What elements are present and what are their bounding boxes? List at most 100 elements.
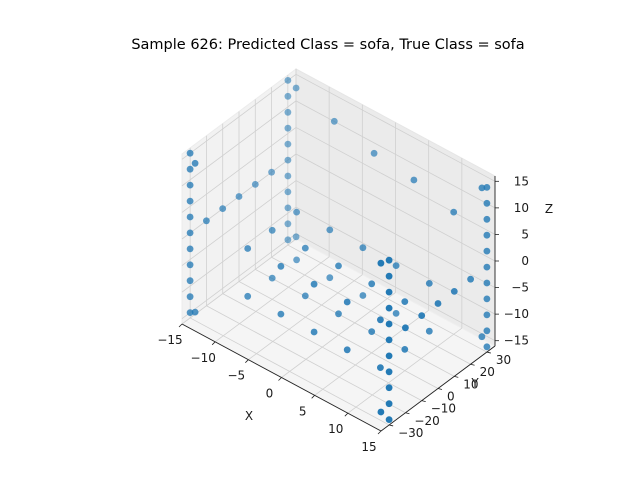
data-points — [186, 77, 491, 423]
data-point — [310, 280, 318, 288]
data-point — [293, 208, 300, 216]
data-point — [483, 279, 491, 287]
data-point — [425, 280, 433, 287]
data-point — [467, 275, 474, 283]
y-tick-mark — [486, 351, 491, 354]
x-tick-label: −5 — [227, 369, 245, 383]
data-point — [277, 262, 285, 270]
data-point — [330, 117, 338, 125]
data-point — [385, 256, 393, 264]
data-point — [450, 288, 458, 295]
data-point — [186, 213, 194, 221]
data-point — [191, 308, 199, 316]
data-point — [186, 149, 194, 157]
data-point — [335, 310, 342, 318]
data-point — [402, 324, 409, 332]
data-point — [434, 300, 442, 307]
data-point — [385, 352, 393, 360]
x-tick-mark — [344, 412, 349, 417]
data-point — [186, 261, 194, 269]
data-point — [385, 272, 393, 280]
data-point — [392, 310, 400, 317]
data-point — [425, 327, 433, 335]
data-point — [326, 274, 334, 282]
y-tick-label: 20 — [480, 365, 495, 379]
data-point — [301, 244, 309, 252]
y-tick-mark — [405, 412, 410, 415]
z-tick-label: 0 — [521, 254, 529, 268]
data-point — [284, 220, 292, 228]
data-point — [186, 229, 194, 237]
x-tick-mark — [377, 430, 382, 435]
grid-line-y — [222, 293, 422, 401]
data-point — [377, 408, 385, 416]
data-point — [385, 320, 393, 328]
grid-line-z — [181, 100, 297, 187]
data-point — [284, 188, 292, 196]
grid-line-y — [255, 269, 455, 377]
data-point — [284, 124, 292, 132]
data-point — [284, 77, 292, 84]
grid-line-z — [181, 127, 297, 213]
data-point — [359, 244, 367, 252]
y-tick-label: 30 — [496, 353, 511, 367]
grid-line-z — [295, 73, 496, 182]
data-point — [368, 280, 376, 288]
data-point — [268, 226, 276, 234]
grid-line-y — [238, 281, 439, 389]
x-tick-label: 15 — [361, 440, 376, 454]
data-point — [284, 108, 292, 116]
grid-line-z — [181, 180, 297, 266]
data-point — [370, 149, 378, 157]
data-point — [186, 293, 194, 301]
data-point — [385, 304, 393, 312]
data-point — [268, 168, 275, 176]
data-point — [483, 311, 491, 319]
grid-line-y — [206, 305, 406, 414]
data-point — [186, 197, 194, 205]
data-point — [219, 205, 227, 213]
data-point — [377, 364, 384, 371]
data-point — [284, 172, 292, 180]
axis-lines — [178, 176, 499, 435]
data-point — [483, 295, 491, 303]
data-point — [385, 368, 393, 376]
z-tick-label: 10 — [514, 201, 529, 215]
grid-line-z — [295, 153, 496, 262]
chart-title: Sample 626: Predicted Class = sofa, True… — [131, 37, 524, 53]
grid-line-z — [181, 73, 297, 160]
data-point — [310, 328, 318, 336]
data-point — [401, 346, 409, 353]
x-tick-label: 0 — [266, 387, 274, 401]
z-axis-label: Z — [545, 202, 553, 216]
data-point — [284, 140, 292, 148]
grid-line-z — [295, 127, 496, 235]
data-point — [284, 156, 292, 164]
data-point — [418, 312, 426, 319]
y-tick-label: −30 — [398, 426, 423, 440]
data-point — [343, 298, 351, 306]
data-point — [483, 231, 491, 239]
grid-line-y — [271, 256, 471, 365]
x-tick-label: −15 — [157, 333, 182, 347]
data-point — [483, 199, 491, 207]
x-tick-mark — [311, 395, 315, 399]
y-tick-mark — [421, 400, 426, 403]
data-point — [251, 181, 259, 188]
data-point — [186, 309, 194, 316]
y-tick-mark — [437, 388, 443, 390]
x-tick-label: 10 — [328, 422, 343, 436]
grid-line-z — [181, 233, 297, 320]
data-point — [191, 159, 199, 167]
data-point — [483, 215, 491, 223]
grid-line-z — [295, 180, 496, 288]
grid-line-z — [295, 100, 496, 209]
z-tick-label: −10 — [504, 307, 529, 321]
z-tick-label: −15 — [504, 334, 529, 348]
x-tick-label: 5 — [299, 404, 307, 418]
z-tick-label: 15 — [514, 174, 529, 188]
y-tick-mark — [470, 363, 475, 366]
x-tick-mark — [211, 341, 216, 346]
data-point — [268, 274, 276, 282]
data-point — [401, 298, 409, 305]
